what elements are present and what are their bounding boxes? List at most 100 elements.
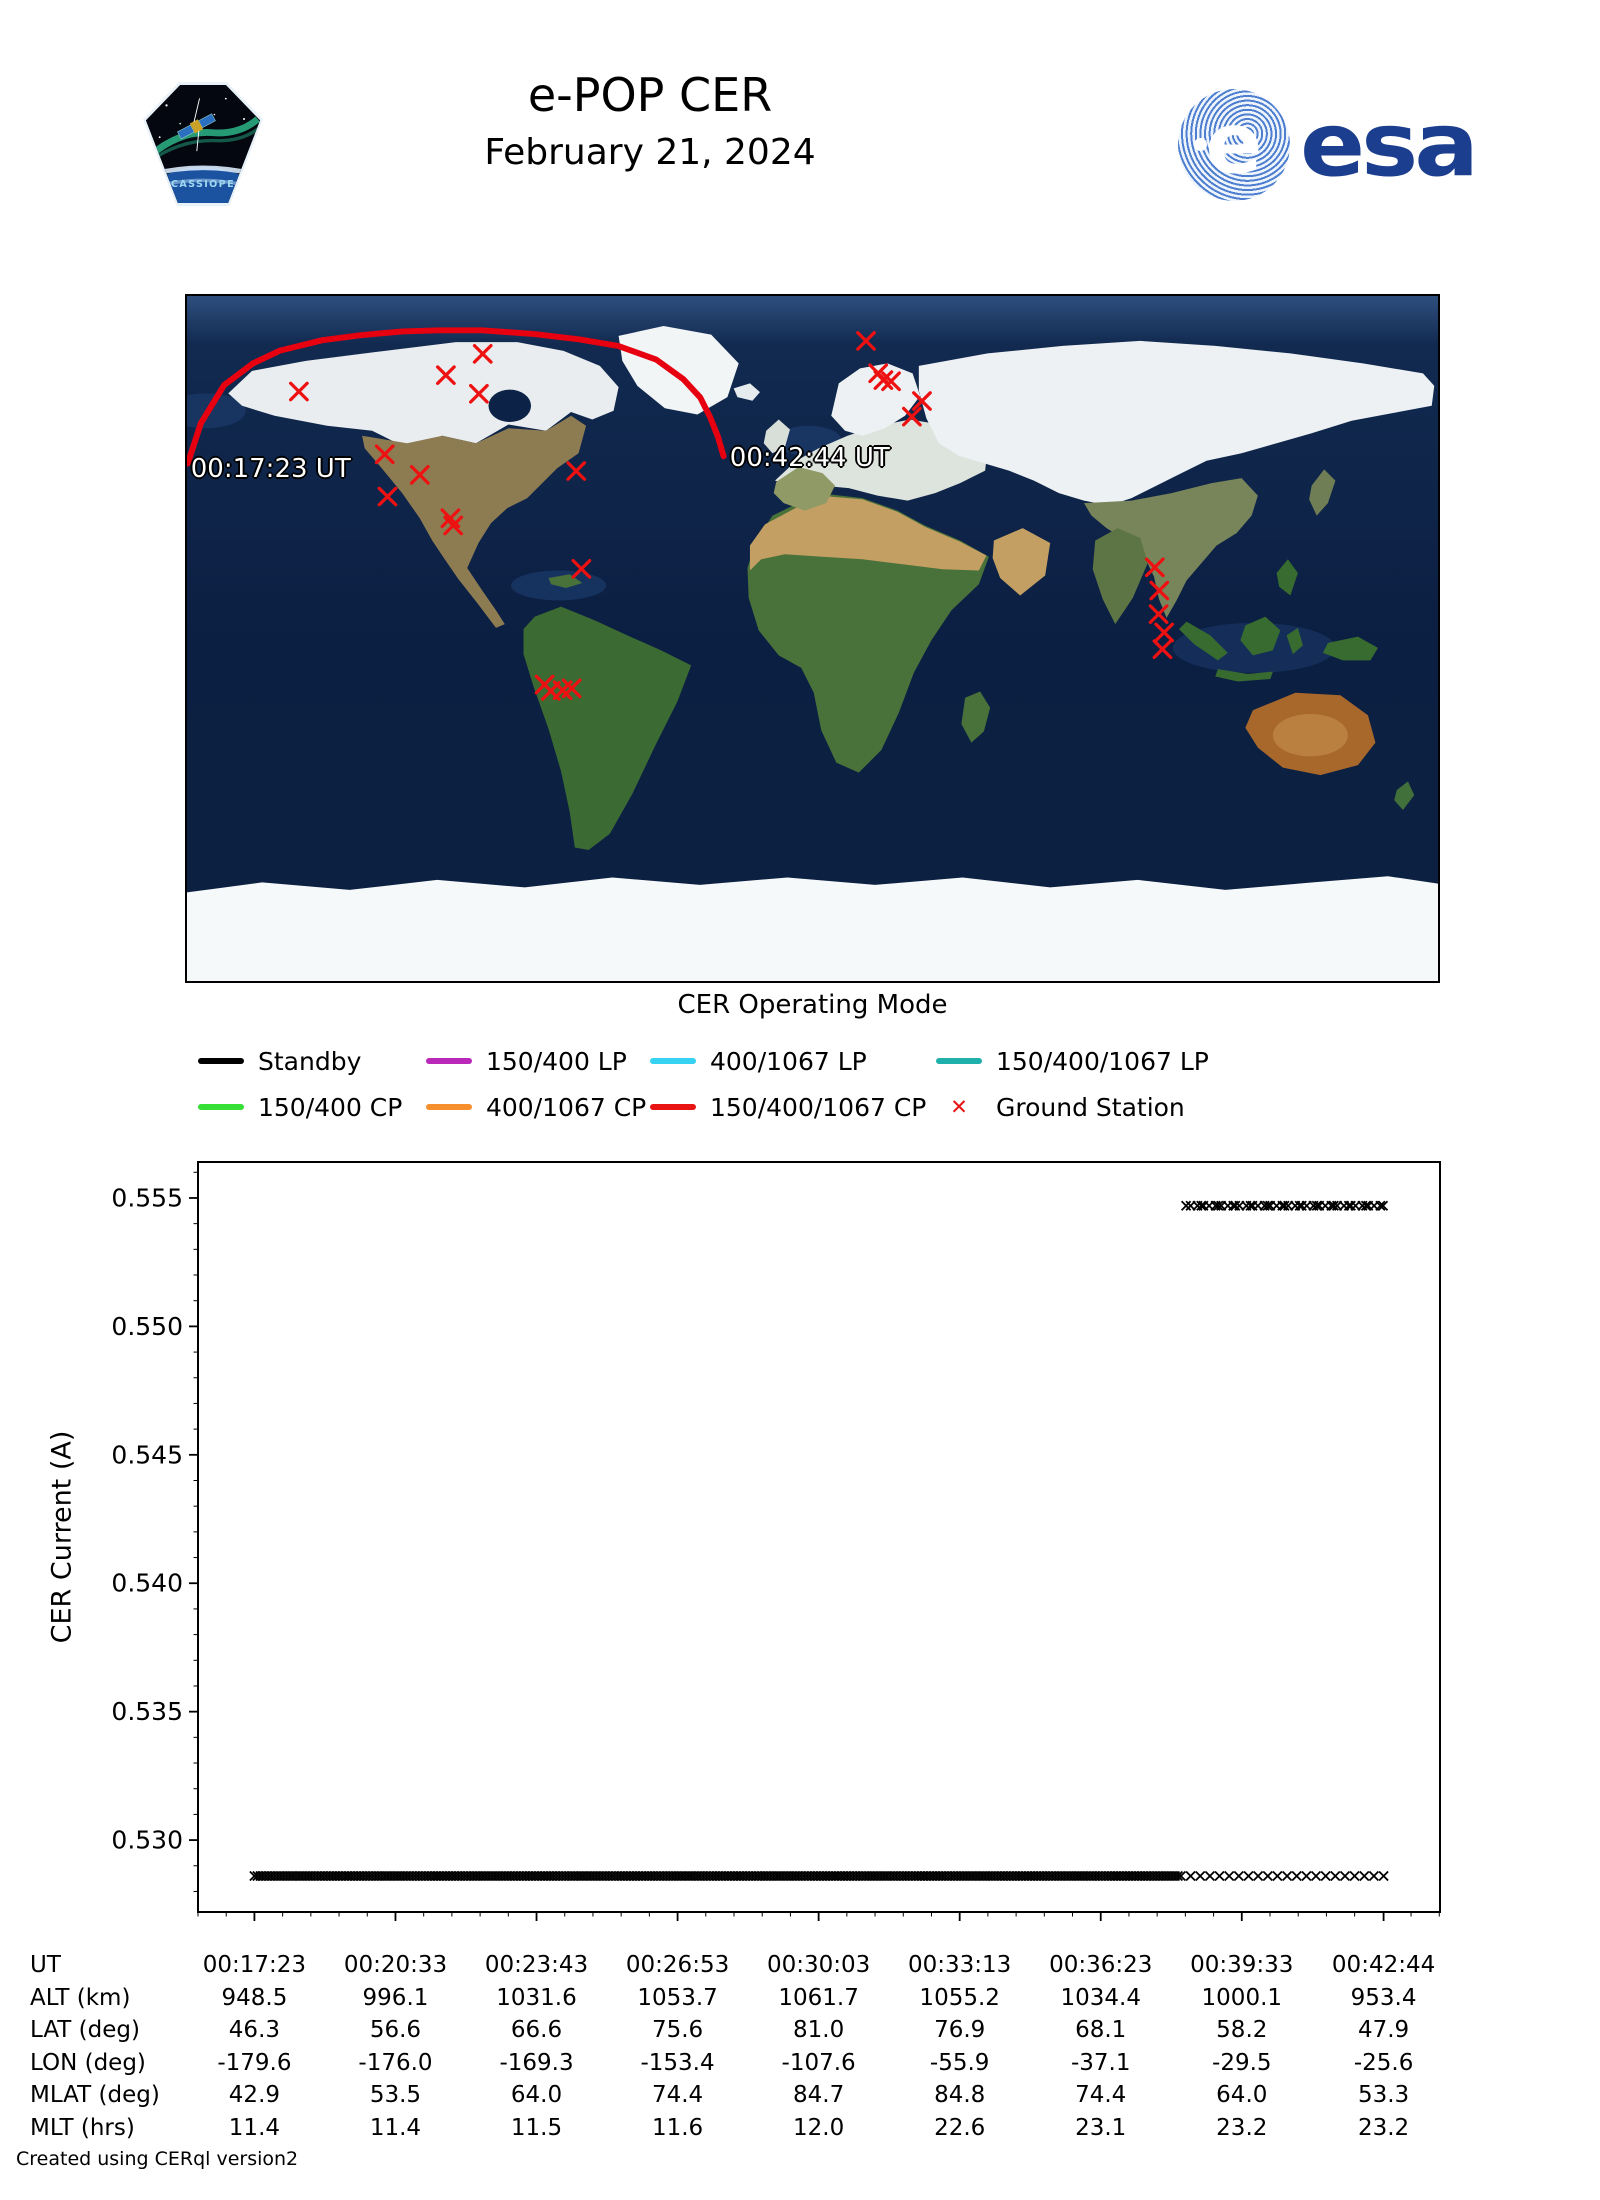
ground-station-marker [561,678,582,699]
table-cell: 11.6 [651,2114,704,2141]
data-point-x [1185,1870,1196,1882]
ground-station-marker [902,406,922,427]
page-title: e-POP CER [527,68,773,122]
table-cell: -179.6 [217,2049,292,2076]
table-cell: 68.1 [1075,2017,1127,2043]
data-point-x [1233,1870,1244,1882]
table-cell: 47.9 [1357,2017,1410,2043]
legend-item-label: 400/1067 LP [710,1046,867,1076]
legend-line-swatch [198,1058,244,1064]
legend-item-150-400-cp: 150/400 CP [198,1092,402,1122]
patch-text: CASSIOPE [171,179,235,190]
table-cell: 1034.4 [1060,1984,1141,2011]
satellite-icon [177,98,216,152]
table-cell: 1055.2 [919,1984,1000,2011]
table-cell: 00:20:33 [343,1952,448,1978]
table-cell: 84.7 [793,2082,845,2108]
legend-item-ground-station: ✕ Ground Station [936,1092,1185,1122]
table-cell: 64.0 [1216,2082,1268,2108]
data-point-x [1311,1200,1322,1211]
legend-item-label: 150/400/1067 CP [710,1092,927,1122]
legend-item-400-1067-cp: 400/1067 CP [426,1092,646,1122]
table-cell: 74.4 [651,2082,704,2108]
table-cell: 00:42:44 [1331,1952,1436,1978]
track-start-time-label: 00:17:23 UT [190,454,351,485]
legend-line-swatch [426,1104,472,1110]
legend-item-label: 150/400 CP [258,1092,403,1122]
ground-station-marker [472,343,493,364]
table-cell: 00:26:53 [625,1952,730,1978]
ground-station-legend-icon: ✕ [950,1094,968,1119]
legend-line-swatch [426,1058,472,1064]
legend-title: CER Operating Mode [677,990,948,1020]
table-row-label: MLT (hrs) [30,2114,135,2141]
table-row-label: UT [30,1952,61,1978]
footer-credit: Created using CERql version2 [16,2148,299,2170]
table-cell: 1061.7 [778,1984,859,2011]
y-tick-label: 0.530 [111,1826,183,1855]
y-tick-label: 0.545 [111,1440,183,1469]
cassiope-patch-art: CASSIOPE [146,85,260,203]
table-row-label: LAT (deg) [30,2017,140,2043]
table-cell: 00:33:13 [908,1952,1012,1978]
data-point-x [1328,1200,1339,1211]
table-cell: 23.1 [1075,2114,1127,2141]
data-point-x [1359,1870,1370,1882]
ground-station-marker [881,371,901,392]
table-cell: 00:17:23 [202,1952,307,1978]
data-point-x [1196,1200,1207,1211]
ground-station-marker [912,391,932,411]
table-cell: -169.3 [499,2049,574,2076]
table-cell: 75.6 [651,2017,704,2043]
data-point-x [1301,1870,1312,1882]
data-point-x [1230,1200,1241,1211]
table-cell: 00:30:03 [766,1952,871,1978]
legend-item-150-400-1067-cp: 150/400/1067 CP [650,1092,926,1122]
table-cell: 46.3 [228,2017,281,2043]
legend-item-400-1067-lp: 400/1067 LP [650,1046,867,1076]
table-cell: 76.9 [934,2017,986,2043]
ground-station-marker [1144,557,1165,578]
y-tick-label: 0.535 [111,1697,183,1726]
table-cell: -153.4 [640,2049,715,2076]
legend-item-standby: Standby [198,1046,361,1076]
table-cell: -25.6 [1353,2049,1414,2076]
table-cell: 00:39:33 [1190,1952,1294,1978]
ground-stations [289,331,1175,701]
legend-item-label: Ground Station [996,1092,1185,1122]
table-cell: 56.6 [369,2017,422,2043]
data-point-x [1339,1870,1351,1882]
data-point-x [1368,1870,1380,1882]
data-point-x [1377,1200,1389,1211]
esa-globe-dot [1193,138,1207,152]
legend-item-label: 400/1067 CP [486,1092,647,1122]
table-cell: 11.4 [228,2114,281,2141]
table-cell: 1053.7 [637,1984,718,2011]
data-point-x [1349,1870,1360,1882]
table-row-label: LON (deg) [30,2049,146,2076]
table-cell: 23.2 [1216,2114,1268,2141]
esa-globe-letter: e [1205,94,1263,193]
world-map-overlay [187,327,1175,701]
scatter-points [249,1200,1389,1882]
data-point-x [1291,1870,1302,1882]
data-point-x [1245,1200,1256,1211]
data-point-x [1252,1870,1264,1882]
legend-line-swatch [936,1058,982,1064]
ground-station-marker [1148,604,1169,625]
table-cell: -37.1 [1070,2049,1131,2076]
table-cell: -29.5 [1212,2049,1272,2076]
table-cell: 12.0 [793,2114,845,2141]
track-end-time-label: 00:42:44 UT [729,443,890,474]
table-cell: 00:36:23 [1049,1952,1153,1978]
ground-station-marker [566,461,587,481]
legend-line-swatch [650,1104,696,1110]
y-tick-label: 0.540 [111,1569,183,1598]
table-cell: -107.6 [781,2049,856,2076]
data-point-x [1224,1870,1235,1882]
esa-wordmark: esa [1300,93,1479,197]
legend-item-label: Standby [258,1046,362,1076]
data-point-x [1172,1870,1184,1882]
cer-current-chart: 0.530 0.535 0.540 0.545 0.550 0.555 [111,1161,1441,1921]
ground-station-marker [571,559,592,579]
